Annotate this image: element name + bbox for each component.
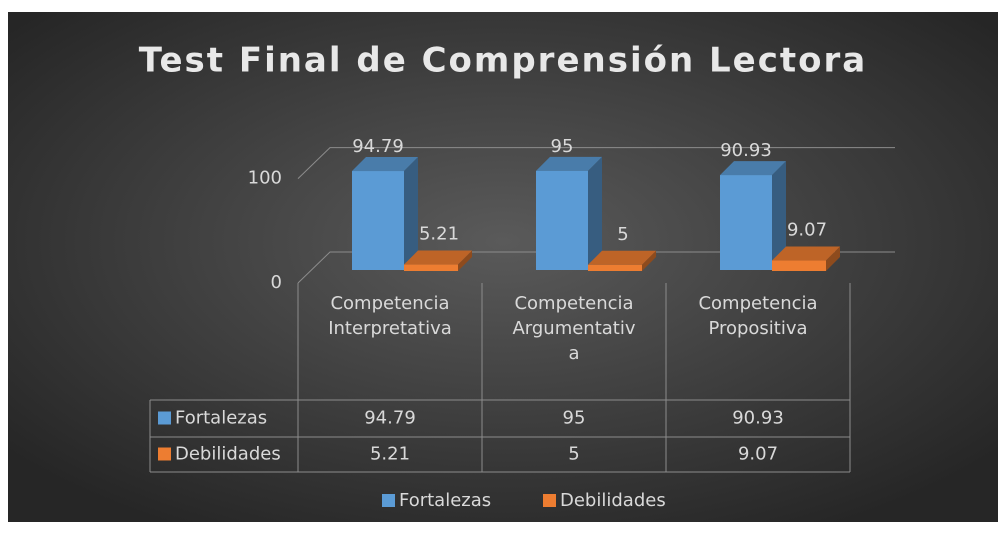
bar-top [352, 157, 418, 172]
y-tick-label: 0 [271, 272, 282, 293]
grid-line [297, 147, 895, 179]
bar-side [772, 161, 786, 270]
bar-top [536, 156, 602, 171]
table-cell: 90.93 [732, 408, 784, 429]
legend-key [158, 411, 171, 425]
bar-top [588, 250, 656, 265]
bar-side [588, 156, 602, 270]
table-row-header: Fortalezas [175, 408, 267, 429]
bar-front [772, 260, 826, 271]
legend-key [543, 494, 556, 507]
table-cell: 9.07 [738, 444, 778, 465]
bar [536, 156, 602, 270]
table-cell: 95 [563, 408, 586, 429]
table-cell: 5 [568, 444, 579, 465]
category-cell: Competencia Argumentativa [512, 293, 636, 364]
data-label: 5 [617, 224, 628, 245]
bar-front [720, 175, 772, 270]
chart-title: Test Final de Comprensión Lectora [139, 41, 867, 81]
bar [720, 161, 786, 270]
bar-top [720, 161, 786, 176]
x-tick-label: Competencia Interpretativa [328, 293, 452, 339]
data-label: 5.21 [419, 224, 459, 245]
bar-side [404, 157, 418, 270]
bar-side [458, 250, 472, 271]
data-label: 95 [551, 136, 574, 157]
y-tick-label: 100 [248, 168, 282, 189]
x-tick-label: Competencia Propositiva [698, 293, 818, 339]
bar-side [642, 250, 656, 271]
bar-front [352, 171, 404, 270]
data-label: 90.93 [720, 140, 772, 161]
legend-key [158, 447, 171, 461]
bar-top [404, 250, 472, 265]
data-label: 94.79 [352, 136, 404, 157]
bar-front [536, 170, 588, 270]
bar-side [826, 246, 840, 271]
legend-label: Fortalezas [399, 490, 491, 511]
bar-front [404, 264, 458, 271]
grid-line [297, 251, 895, 284]
bar-front [588, 264, 642, 271]
data-label: 9.07 [787, 220, 827, 241]
legend-key [382, 494, 395, 507]
category-cell: Competencia Propositiva [698, 293, 818, 339]
bar [404, 250, 472, 271]
table-cell: 5.21 [370, 444, 410, 465]
bar [588, 250, 656, 271]
x-tick-label: Competencia Argumentativa [512, 293, 636, 364]
bar-top [772, 246, 840, 261]
table-cell: 94.79 [364, 408, 416, 429]
bar [352, 157, 418, 270]
table-row-header: Debilidades [175, 444, 281, 465]
category-cell: Competencia Interpretativa [328, 293, 452, 339]
bar [772, 246, 840, 271]
legend-label: Debilidades [560, 490, 666, 511]
